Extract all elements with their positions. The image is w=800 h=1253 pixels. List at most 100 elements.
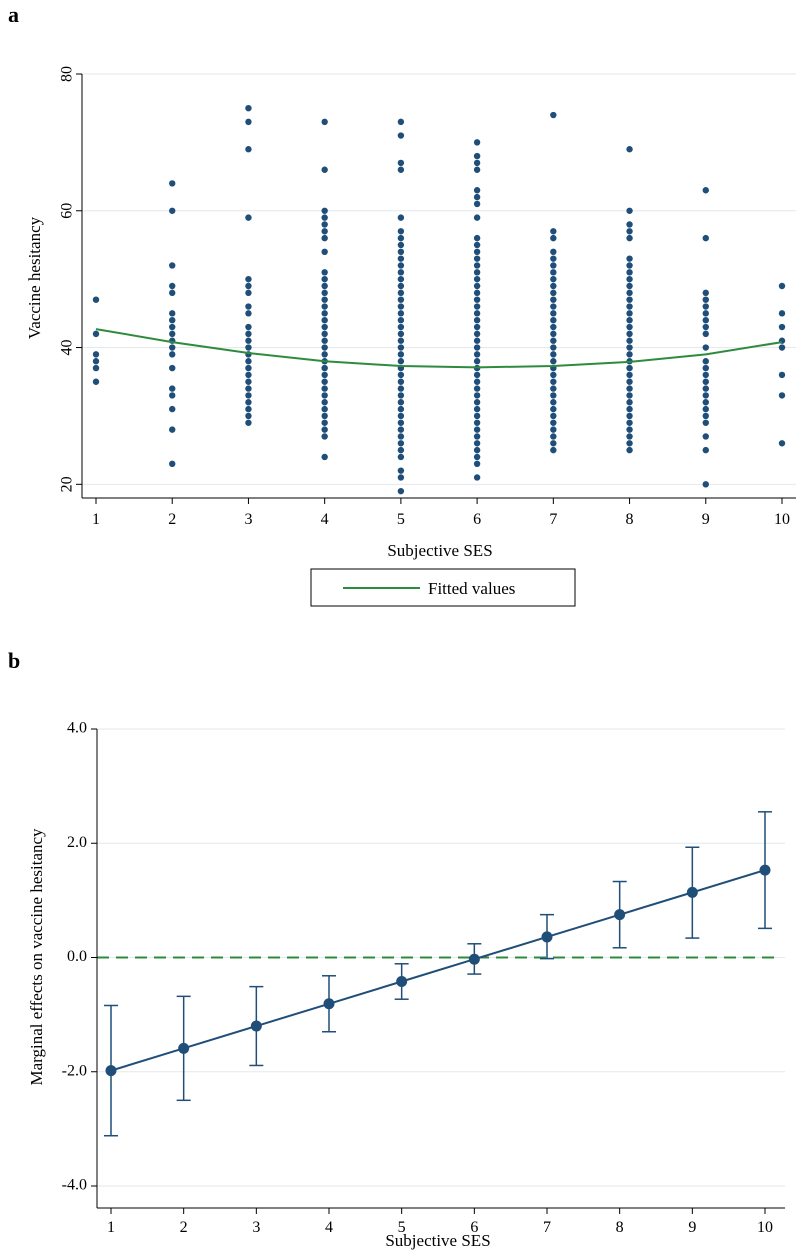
panel-a-scatter-point bbox=[626, 405, 633, 413]
panel-a-scatter-point bbox=[397, 303, 405, 310]
panel-a-scatter-point bbox=[778, 371, 786, 379]
panel-a-scatter-point bbox=[397, 440, 405, 447]
panel-a-scatter-point bbox=[626, 433, 633, 440]
panel-a-scatter-point bbox=[473, 330, 481, 338]
panel-a-scatter-point bbox=[550, 426, 557, 433]
panel-a-scatter-point bbox=[92, 364, 100, 372]
panel-a-scatter-point bbox=[321, 289, 328, 297]
panel-b-effect-point bbox=[686, 886, 698, 898]
panel-a-scatter-point bbox=[626, 385, 633, 392]
panel-a-scatter-point bbox=[245, 419, 252, 426]
panel-a-scatter-point bbox=[550, 371, 557, 379]
panel-a-scatter-point bbox=[550, 392, 557, 399]
panel-a-scatter-point bbox=[550, 385, 557, 392]
panel-a-scatter-point bbox=[321, 392, 328, 399]
panel-a-scatter-point bbox=[92, 358, 100, 365]
panel-a-scatter-point bbox=[550, 310, 557, 317]
panel-a-scatter-point bbox=[626, 323, 633, 331]
panel-a-scatter-point bbox=[473, 139, 481, 146]
panel-a-scatter-point bbox=[473, 344, 481, 351]
panel-a-y-tick-label: 80 bbox=[59, 66, 76, 82]
panel-a-y-tick-label: 20 bbox=[59, 476, 76, 492]
panel-a-scatter-point bbox=[778, 282, 786, 290]
panel-a-scatter-point bbox=[626, 275, 633, 283]
panel-a-scatter-point bbox=[397, 474, 405, 481]
panel-a-scatter-point bbox=[473, 152, 481, 160]
panel-a-scatter-point bbox=[169, 310, 176, 317]
panel-a-scatter-point bbox=[397, 385, 405, 392]
panel-a-scatter-point bbox=[397, 330, 405, 338]
panel-a-x-tick-label: 5 bbox=[397, 511, 405, 528]
panel-a-scatter-point bbox=[245, 412, 252, 420]
panel-a-scatter-point bbox=[626, 296, 633, 303]
panel-a-scatter-point bbox=[169, 323, 176, 331]
panel-a-scatter-point bbox=[169, 207, 176, 214]
panel-a-scatter-point bbox=[321, 405, 328, 413]
panel-a-scatter-point bbox=[702, 303, 709, 310]
panel-a-scatter-point bbox=[321, 221, 328, 228]
panel-a-scatter-point bbox=[550, 344, 557, 351]
panel-a-scatter-point bbox=[397, 241, 405, 249]
panel-a-y-ticks: 20 40 60 80 bbox=[59, 66, 82, 492]
panel-a-scatter-point bbox=[778, 392, 786, 399]
panel-a-scatter-point bbox=[92, 330, 100, 338]
legend-label-fitted-values: Fitted values bbox=[428, 579, 515, 598]
panel-a-scatter-point bbox=[321, 166, 328, 173]
panel-a-scatter-point bbox=[321, 371, 328, 379]
panel-a-scatter-point bbox=[473, 474, 481, 481]
panel-a-scatter-point bbox=[702, 392, 709, 399]
panel-a-scatter-point bbox=[626, 207, 633, 214]
panel-a-scatter-point bbox=[550, 378, 557, 385]
panel-a-scatter-point bbox=[702, 323, 709, 331]
panel-a-scatter-point bbox=[473, 234, 481, 242]
panel-a-scatter-point bbox=[473, 351, 481, 358]
panel-a-scatter-point bbox=[550, 419, 557, 426]
panel-a-scatter-point bbox=[473, 399, 481, 406]
panel-a-scatter-point bbox=[473, 405, 481, 413]
panel-a-scatter-point bbox=[702, 344, 709, 351]
panel-a-scatter-point bbox=[397, 487, 405, 495]
panel-a-scatter-point bbox=[321, 228, 328, 235]
panel-a-scatter-point bbox=[321, 296, 328, 303]
panel-a-x-tick-label: 3 bbox=[244, 511, 252, 528]
panel-a-scatter-point bbox=[92, 378, 100, 385]
panel-a-scatter-point bbox=[321, 351, 328, 358]
panel-a-scatter-point bbox=[397, 323, 405, 331]
panel-a-scatter-point bbox=[397, 289, 405, 297]
panel-b-y-tick-label: 4.0 bbox=[67, 720, 87, 737]
panel-a-scatter-point bbox=[397, 344, 405, 351]
panel-b-effect-point bbox=[105, 1065, 117, 1077]
panel-a-scatter-point bbox=[550, 351, 557, 358]
panel-a-scatter-point bbox=[626, 146, 633, 153]
panel-b-effect-point bbox=[396, 975, 408, 987]
panel-a-scatter-point bbox=[397, 426, 405, 433]
panel-a-scatter-point bbox=[626, 392, 633, 399]
panel-a-y-tick-label: 40 bbox=[59, 340, 76, 356]
panel-a-scatter-point bbox=[702, 385, 709, 392]
panel-b-y-tick-label: 2.0 bbox=[67, 834, 87, 851]
panel-b-x-tick-label: 9 bbox=[688, 1219, 696, 1236]
panel-a-scatter-point bbox=[778, 310, 786, 317]
panel-a-scatter-point bbox=[245, 344, 252, 351]
panel-b-x-ticks: 1 2 3 4 5 6 7 8 9 10 bbox=[107, 1208, 773, 1236]
panel-a-scatter-point bbox=[778, 440, 786, 447]
panel-b-x-tick-label: 8 bbox=[616, 1219, 624, 1236]
panel-a-scatter-point bbox=[245, 385, 252, 392]
panel-a-scatter-point bbox=[321, 207, 328, 214]
panel-a-scatter-point bbox=[169, 364, 176, 372]
panel-a-scatter-point bbox=[92, 296, 100, 303]
panel-b-label: b bbox=[8, 648, 20, 673]
panel-b-effect-point bbox=[323, 998, 335, 1010]
panel-a-scatter-point bbox=[321, 453, 328, 461]
panel-a-scatter-point bbox=[397, 234, 405, 242]
panel-a-scatter-point bbox=[321, 269, 328, 276]
panel-a-scatter-point bbox=[245, 364, 252, 372]
panel-b-y-tick-label: -2.0 bbox=[62, 1062, 87, 1079]
panel-a-gridlines bbox=[82, 73, 796, 485]
panel-a-scatter-point bbox=[397, 405, 405, 413]
panel-a-scatter-point bbox=[397, 118, 405, 126]
panel-a-scatter-point bbox=[550, 316, 557, 324]
panel-a-scatter-point bbox=[473, 323, 481, 331]
